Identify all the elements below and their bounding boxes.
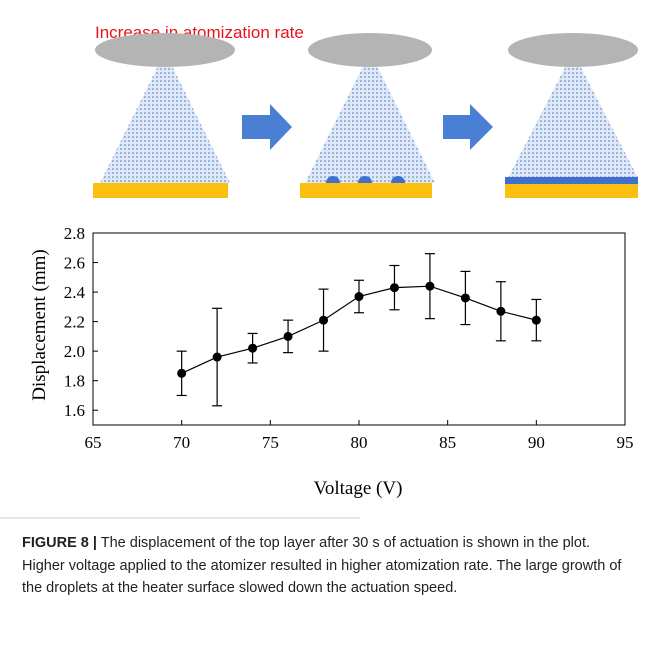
point	[354, 292, 364, 302]
point	[460, 293, 470, 303]
caption-text: The displacement of the top layer after …	[22, 535, 622, 596]
diagram	[93, 33, 638, 198]
x-tick-label: 75	[262, 433, 279, 452]
y-tick-label: 2.4	[64, 283, 86, 302]
point	[425, 281, 435, 291]
point	[212, 352, 222, 362]
y-tick-label: 2.8	[64, 224, 85, 243]
x-tick-label: 80	[351, 433, 368, 452]
point	[531, 315, 541, 325]
y-tick-label: 2.0	[64, 342, 85, 361]
point	[248, 343, 258, 353]
x-tick-label: 70	[173, 433, 190, 452]
point	[177, 368, 187, 378]
y-tick-label: 1.6	[64, 401, 85, 420]
y-tick-label: 2.2	[64, 313, 85, 332]
x-tick-label: 95	[617, 433, 634, 452]
y-tick-label: 1.8	[64, 372, 85, 391]
y-tick-label: 2.6	[64, 254, 85, 273]
point	[283, 331, 293, 341]
x-tick-label: 65	[85, 433, 102, 452]
y-axis-label: Displacement (mm)	[29, 249, 50, 400]
caption-label: FIGURE 8 |	[22, 535, 97, 551]
x-tick-label: 85	[439, 433, 456, 452]
x-tick-label: 90	[528, 433, 545, 452]
x-axis-label: Voltage (V)	[314, 478, 403, 499]
plot-frame	[92, 232, 626, 426]
caption: FIGURE 8 | The displacement of the top l…	[22, 532, 634, 600]
point	[389, 283, 399, 293]
figure: Increase in atomization rate Voltage (V)…	[0, 23, 638, 519]
point	[319, 315, 329, 325]
point	[496, 306, 506, 316]
